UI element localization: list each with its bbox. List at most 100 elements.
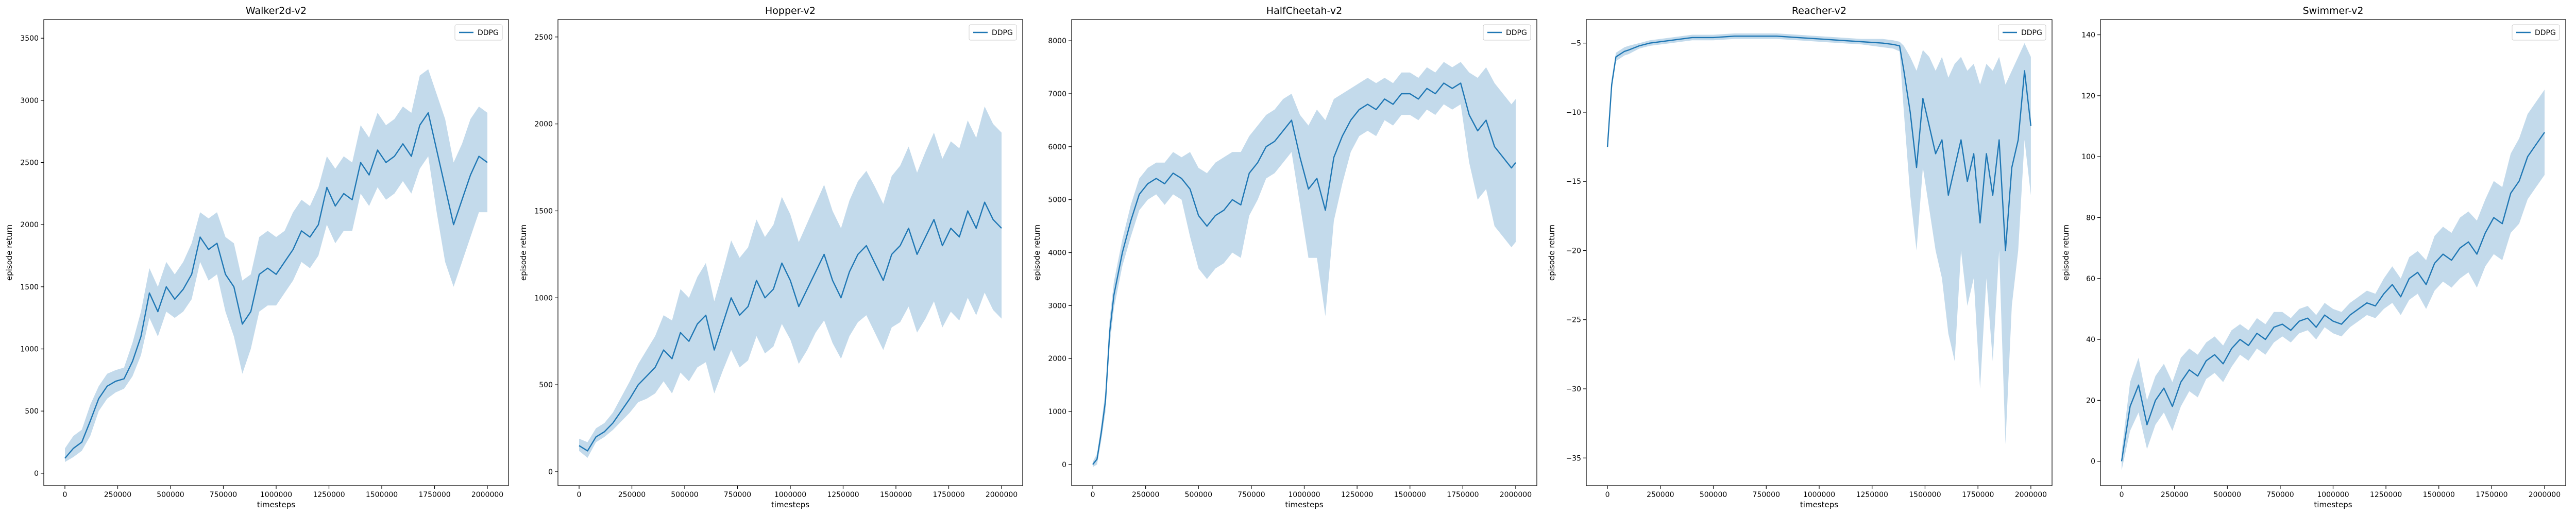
legend-box [1483, 24, 1531, 41]
series-line-ddpg [64, 112, 488, 459]
x-tick-label: 2000000 [986, 491, 1018, 499]
legend-label: DDPG [2535, 29, 2556, 37]
x-tick-label: 1250000 [313, 491, 345, 499]
x-tick-label: 2000000 [2529, 491, 2561, 499]
chart-panel-1: 0 250000 500000 750000 1000000 1250000 1500000… [5, 5, 509, 509]
y-axis-label: episode return [2061, 225, 2071, 281]
y-tick-label: 0 [2091, 458, 2095, 466]
chart-title: Hopper-v2 [765, 5, 816, 16]
series-line-ddpg [1092, 82, 1516, 465]
legend: DDPG [969, 24, 1017, 41]
y-tick-label: 140 [2081, 31, 2095, 40]
legend: DDPG [454, 24, 503, 41]
chart-title: Walker2d-v2 [246, 5, 307, 16]
y-axis-label: episode return [5, 225, 14, 281]
legend-box [969, 24, 1017, 41]
y-tick-label: 120 [2081, 92, 2095, 100]
y-tick-label: 2000 [20, 221, 39, 229]
y-tick-label: −30 [1566, 385, 1581, 393]
x-tick-label: 1750000 [2476, 491, 2507, 499]
x-tick-label: 2000000 [471, 491, 503, 499]
y-tick-label: −35 [1566, 454, 1581, 462]
x-tick-label: 500000 [671, 491, 698, 499]
x-tick-label: 500000 [1700, 491, 1727, 499]
x-tick-label: 250000 [104, 491, 131, 499]
y-tick-label: 2000 [534, 121, 553, 129]
y-tick-label: 2500 [20, 159, 39, 167]
y-tick-label: 100 [2081, 153, 2095, 161]
legend-label: DDPG [2021, 29, 2042, 37]
x-tick-label: 1250000 [1341, 491, 1373, 499]
y-tick-label: 3000 [1048, 302, 1066, 310]
x-tick-label: 1750000 [1962, 491, 1994, 499]
series-band-ddpg [65, 69, 487, 462]
x-tick-label: 250000 [1647, 491, 1674, 499]
y-tick-label: 1500 [534, 207, 553, 215]
series-line-ddpg [2121, 132, 2545, 461]
x-tick-label: 1500000 [2423, 491, 2455, 499]
chart-panel-2: 0 250000 500000 750000 1000000 1250000 1500000… [519, 5, 1023, 509]
y-tick-label: 5000 [1048, 196, 1066, 204]
x-tick-label: 750000 [1753, 491, 1780, 499]
x-tick-label: 750000 [724, 491, 751, 499]
y-tick-label: 1000 [534, 294, 553, 302]
x-tick-label: 1750000 [418, 491, 450, 499]
x-axis-label: timesteps [1285, 500, 1323, 509]
y-tick-label: 3000 [20, 97, 39, 105]
x-tick-label: 1250000 [827, 491, 859, 499]
y-tick-label: −25 [1566, 316, 1581, 324]
y-tick-label: 2000 [1048, 355, 1066, 363]
y-axis-label: episode return [1032, 225, 1042, 281]
x-tick-label: 1500000 [1394, 491, 1426, 499]
chart-panel-3: 0 250000 500000 750000 1000000 1250000 1500000… [1032, 5, 1537, 509]
x-tick-label: 750000 [2266, 491, 2294, 499]
y-tick-label: 6000 [1048, 143, 1066, 151]
legend: DDPG [1998, 24, 2046, 41]
y-axis-label: episode return [519, 225, 528, 281]
chart-title: HalfCheetah-v2 [1266, 5, 1342, 16]
y-tick-label: 500 [539, 381, 553, 389]
x-tick-label: 500000 [2214, 491, 2241, 499]
x-tick-label: 1750000 [1447, 491, 1479, 499]
y-tick-label: 1500 [20, 283, 39, 291]
x-tick-label: 0 [577, 491, 582, 499]
y-tick-label: 8000 [1048, 37, 1066, 45]
series-line-ddpg [1606, 36, 2032, 251]
x-tick-label: 1500000 [366, 491, 398, 499]
legend-label: DDPG [478, 29, 499, 37]
x-tick-label: 750000 [1238, 491, 1265, 499]
y-axis-label: episode return [1547, 225, 1556, 281]
x-axis-label: timesteps [2314, 500, 2352, 509]
y-tick-label: 7000 [1048, 90, 1066, 98]
y-tick-label: 0 [1062, 461, 1066, 469]
x-tick-label: 1000000 [2317, 491, 2349, 499]
chart-title: Swimmer-v2 [2303, 5, 2364, 16]
y-tick-label: −5 [1570, 40, 1581, 48]
y-tick-label: 0 [548, 468, 553, 476]
x-tick-label: 250000 [618, 491, 646, 499]
legend-label: DDPG [1506, 29, 1527, 37]
x-tick-label: 1250000 [1856, 491, 1888, 499]
x-tick-label: 0 [1605, 491, 1610, 499]
y-tick-label: 4000 [1048, 249, 1066, 258]
x-axis-label: timesteps [771, 500, 809, 509]
y-tick-label: 3500 [20, 35, 39, 43]
series-line-ddpg [579, 201, 1002, 452]
legend-box [454, 24, 503, 41]
x-tick-label: 0 [2120, 491, 2124, 499]
y-tick-label: 80 [2086, 214, 2095, 222]
x-tick-label: 250000 [1132, 491, 1159, 499]
x-tick-label: 1000000 [1288, 491, 1320, 499]
x-axis-label: timesteps [1800, 500, 1838, 509]
x-tick-label: 500000 [157, 491, 184, 499]
x-tick-label: 0 [63, 491, 67, 499]
y-tick-label: 1000 [20, 346, 39, 354]
y-tick-label: 60 [2086, 275, 2095, 283]
chart-title: Reacher-v2 [1792, 5, 1846, 16]
y-tick-label: −10 [1566, 109, 1581, 117]
y-tick-label: 0 [34, 470, 39, 478]
x-tick-label: 2000000 [2015, 491, 2047, 499]
legend-box [2512, 24, 2560, 41]
chart-panel-5: 0 250000 500000 750000 1000000 1250000 1500000… [2061, 5, 2566, 509]
